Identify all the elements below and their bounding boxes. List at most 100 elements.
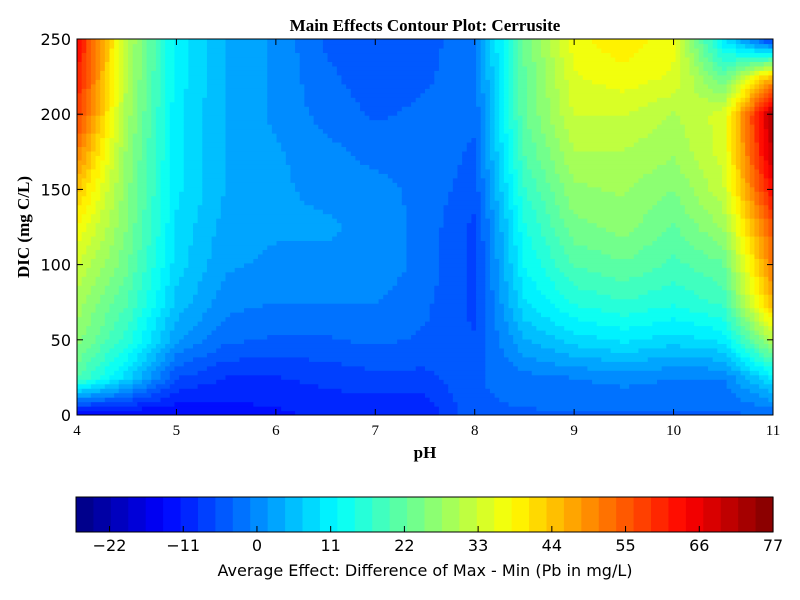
contour-cell	[499, 70, 505, 76]
contour-cell	[740, 352, 751, 358]
contour-cell	[146, 316, 157, 322]
contour-cell	[485, 285, 491, 291]
contour-cell	[749, 213, 756, 219]
contour-cell	[703, 52, 714, 58]
contour-cell	[155, 124, 166, 130]
contour-cell	[735, 74, 742, 80]
contour-cell	[489, 262, 500, 268]
contour-cell	[141, 52, 148, 58]
contour-cell	[554, 74, 565, 80]
contour-cell	[717, 338, 732, 344]
contour-cell	[541, 258, 556, 264]
contour-cell	[341, 222, 408, 228]
contour-cell	[225, 52, 268, 58]
contour-cell	[81, 88, 87, 94]
contour-cell	[559, 307, 602, 313]
contour-cell	[141, 150, 148, 156]
contour-cell	[763, 253, 769, 259]
contour-cell	[81, 79, 87, 85]
contour-cell	[128, 141, 134, 148]
contour-cell	[735, 204, 742, 210]
contour-cell	[735, 191, 742, 197]
contour-cell	[406, 258, 440, 264]
contour-cell	[531, 370, 728, 376]
contour-cell	[763, 213, 769, 219]
contour-cell	[749, 159, 756, 165]
contour-cell	[735, 316, 742, 322]
contour-cell	[536, 106, 551, 112]
contour-cell	[174, 88, 185, 94]
contour-cell	[188, 52, 208, 58]
contour-cell	[638, 83, 681, 89]
contour-cell	[513, 209, 519, 215]
contour-cell	[336, 218, 408, 224]
contour-cell	[114, 150, 120, 156]
contour-cell	[740, 88, 746, 94]
contour-cell	[768, 137, 773, 143]
contour-cell	[735, 141, 742, 148]
contour-cell	[545, 92, 561, 98]
contour-cell	[754, 267, 760, 273]
contour-cell	[151, 240, 157, 246]
contour-cell	[726, 253, 732, 259]
contour-cell	[480, 209, 486, 215]
contour-cell	[633, 182, 691, 188]
contour-cell	[527, 124, 542, 130]
contour-cell	[146, 106, 152, 112]
contour-cell	[169, 374, 180, 380]
contour-cell	[118, 352, 129, 358]
contour-cell	[183, 119, 203, 125]
contour-cell	[740, 164, 746, 170]
colorbar-band	[267, 497, 286, 532]
contour-cell	[735, 173, 742, 179]
contour-cell	[573, 235, 658, 242]
contour-cell	[485, 276, 491, 282]
contour-cell	[485, 374, 570, 380]
contour-cell	[745, 213, 751, 219]
contour-cell	[137, 267, 148, 273]
contour-cell	[731, 204, 737, 210]
contour-cell	[749, 303, 756, 309]
contour-cell	[689, 65, 700, 71]
contour-cell	[754, 298, 760, 304]
contour-cell	[749, 218, 756, 224]
contour-cell	[759, 343, 769, 349]
contour-cell	[202, 137, 227, 143]
contour-cell	[517, 321, 533, 327]
contour-cell	[141, 124, 152, 130]
contour-cell	[499, 83, 505, 89]
contour-cell	[568, 79, 593, 85]
contour-cell	[425, 88, 477, 94]
contour-cell	[726, 361, 737, 367]
contour-cell	[132, 79, 138, 85]
contour-cell	[661, 74, 681, 80]
contour-cell	[95, 52, 101, 58]
contour-cell	[564, 155, 672, 161]
contour-cell	[703, 79, 718, 85]
contour-cell	[476, 164, 482, 170]
contour-cell	[731, 159, 737, 165]
contour-cell	[137, 298, 148, 304]
contour-cell	[763, 227, 769, 233]
contour-cell	[179, 276, 203, 282]
contour-cell	[118, 74, 124, 80]
contour-cell	[573, 110, 630, 116]
contour-cell	[485, 133, 491, 139]
contour-cell	[740, 106, 746, 112]
contour-cell	[499, 137, 510, 143]
contour-cell	[768, 43, 773, 49]
contour-cell	[499, 92, 505, 98]
contour-cell	[698, 164, 723, 170]
contour-cell	[100, 388, 120, 394]
contour-cell	[652, 334, 695, 340]
contour-cell	[169, 361, 185, 367]
contour-cell	[123, 195, 129, 201]
contour-cell	[327, 52, 440, 58]
contour-cell	[749, 231, 756, 237]
contour-cell	[568, 88, 621, 94]
colorbar-band	[563, 497, 582, 532]
contour-cell	[480, 65, 486, 71]
contour-cell	[118, 258, 129, 264]
contour-cell	[568, 374, 737, 380]
contour-cell	[494, 133, 500, 139]
